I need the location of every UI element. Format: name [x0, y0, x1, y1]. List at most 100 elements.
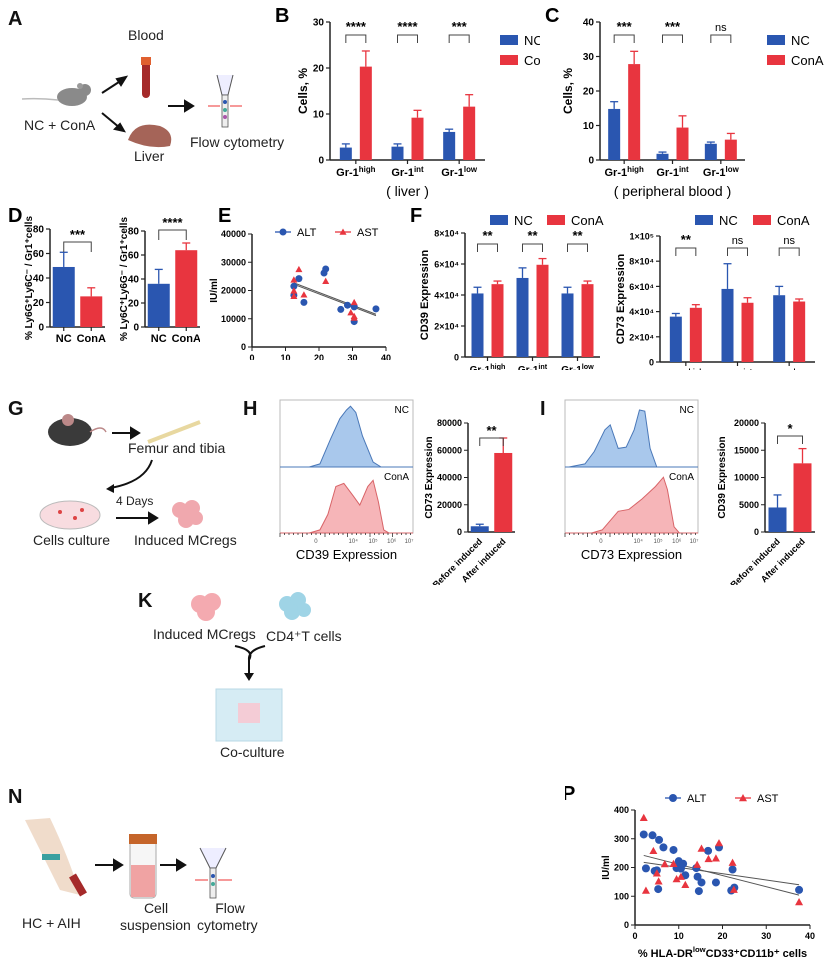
blood-label: Blood — [128, 27, 164, 43]
chart-D2-y-tick-label: 40 — [128, 275, 140, 286]
y-tick-label: 10000 — [221, 314, 246, 324]
x-tick-label: 10⁴ — [634, 538, 644, 545]
schematic-g — [39, 414, 203, 530]
y-axis-label: Cells, % — [561, 68, 575, 114]
significance-label: *** — [452, 19, 468, 34]
x-tick-label: Gr-1int — [391, 165, 424, 179]
induced-label-g: Induced MCregs — [134, 532, 237, 548]
x-tick-label: 10⁴ — [349, 538, 359, 545]
bar-cona — [628, 64, 641, 160]
bar-nc — [443, 131, 456, 160]
data-point-alt — [295, 275, 303, 283]
legend-label-cona: ConA — [571, 213, 604, 228]
y-axis-label: IU/ml — [601, 855, 612, 880]
y-tick-label: 30000 — [221, 257, 246, 267]
chart-f-cd39: F 0 2×10⁴ 4×10⁴ 6×10⁴ 8×10⁴ Gr-1high ** Gr-1int *… — [410, 205, 604, 370]
bar-cona — [793, 301, 806, 362]
y-tick-label: 0 — [241, 342, 246, 352]
data-point-alt — [795, 885, 804, 894]
chart-D1-y-tick-label: 60 — [33, 249, 45, 260]
panel-label: B — [275, 5, 289, 27]
data-point-ast — [347, 309, 355, 316]
histogram-h: NC ConA 0 10⁴ 10⁵ 10⁶ 10⁷ CD39 Expression — [279, 399, 414, 562]
chart-F1-y-tick-label: 2×10⁴ — [434, 322, 459, 332]
legend-label-nc: NC — [514, 213, 533, 228]
panel-label-g: G — [8, 398, 24, 420]
y-tick-label: 40000 — [221, 229, 246, 239]
data-point-ast — [681, 880, 690, 888]
track-label-nc: NC — [680, 405, 694, 416]
chart-C-y-tick-label: 30 — [583, 52, 595, 63]
data-point-ast — [728, 858, 737, 866]
data-point-ast — [639, 813, 648, 821]
chart-i-bar: 0 5000 10000 15000 20000 Before inducedAfter … — [717, 418, 815, 585]
flow-label-n2: cytometry — [197, 917, 258, 933]
significance-bracket — [613, 34, 635, 43]
y-tick-label: 0 — [624, 920, 629, 930]
bar-nc — [516, 277, 529, 357]
data-point-ast — [649, 846, 658, 855]
panel-label-h: H — [243, 398, 258, 420]
t-cell-cluster-icon — [279, 592, 311, 620]
significance-label: **** — [346, 19, 367, 34]
y-axis-label: IU/ml — [209, 278, 220, 303]
data-point-ast — [669, 859, 678, 867]
data-point-alt — [343, 301, 351, 309]
x-tick-label: 10⁶ — [672, 538, 682, 545]
schematic-a — [21, 57, 242, 148]
significance-label: **** — [162, 215, 183, 230]
significance-label: ** — [482, 228, 493, 243]
bar-nc — [561, 293, 574, 357]
legend-marker-alt — [669, 794, 677, 802]
chart-d-ly6c: 0 20 40 60 80 NC ConA **** % Ly6C⁺Ly6G⁻ / Gr1⁺ce… — [119, 215, 200, 345]
flow-label-n1: Flow — [215, 900, 245, 916]
chart-D1-y-tick-label: 20 — [33, 298, 45, 309]
flow-label-a: Flow cytometry — [190, 134, 285, 150]
y-axis-label: CD39 Expression — [419, 249, 431, 340]
flow-cytometer-icon — [208, 74, 242, 128]
bar-nc — [656, 153, 669, 160]
data-point-alt — [669, 845, 678, 854]
induced-label-k: Induced MCregs — [153, 626, 256, 642]
significance-label: ns — [783, 235, 795, 247]
bar — [52, 266, 75, 327]
bar-cona — [689, 307, 702, 362]
chart-j — [0, 590, 125, 765]
data-point-ast — [322, 277, 330, 284]
data-point-ast — [660, 860, 669, 868]
bar-nc — [669, 316, 682, 362]
y-tick-label: 100 — [614, 891, 629, 901]
legend-label-alt: ALT — [297, 227, 317, 239]
x-tick-label: 0 — [632, 931, 637, 941]
data-point-ast — [715, 839, 723, 847]
significance-label: *** — [617, 19, 633, 34]
significance-bracket — [345, 34, 367, 43]
legend-swatch-nc — [695, 215, 713, 225]
data-point-ast — [711, 854, 720, 862]
bar-cona — [491, 284, 504, 357]
x-tick-label: Gr-1high — [336, 165, 375, 179]
panel-label-n: N — [8, 786, 23, 808]
chart-F2-y-tick-label: 4×10⁴ — [629, 307, 654, 317]
panel-label-k: K — [138, 590, 153, 612]
flow-cytometer-icon — [195, 847, 232, 899]
y-tick-label: 10000 — [734, 473, 759, 483]
bar-cona — [741, 302, 754, 362]
panel-label: C — [545, 5, 559, 27]
x-tick-label: 40 — [805, 931, 815, 941]
chart-F1-y-tick-label: 6×10⁴ — [434, 260, 459, 270]
data-point-alt — [290, 282, 298, 290]
arrow-icon — [116, 511, 159, 525]
cd4-label: CD4⁺T cells — [266, 628, 342, 644]
chart-D1-y-tick-label: 80 — [33, 225, 45, 236]
x-tick-label: 0 — [249, 353, 254, 360]
bar-nc — [471, 293, 484, 357]
x-tick-label: 40 — [381, 353, 391, 360]
legend-swatch-cona — [500, 55, 518, 65]
x-tick-label: 0 — [314, 539, 318, 545]
chart-D1-y-tick-label: 0 — [38, 323, 44, 334]
chart-D2-y-tick-label: 80 — [128, 227, 140, 238]
x-tick-label: Gr-1high — [470, 362, 506, 370]
histogram-nc — [280, 405, 413, 468]
